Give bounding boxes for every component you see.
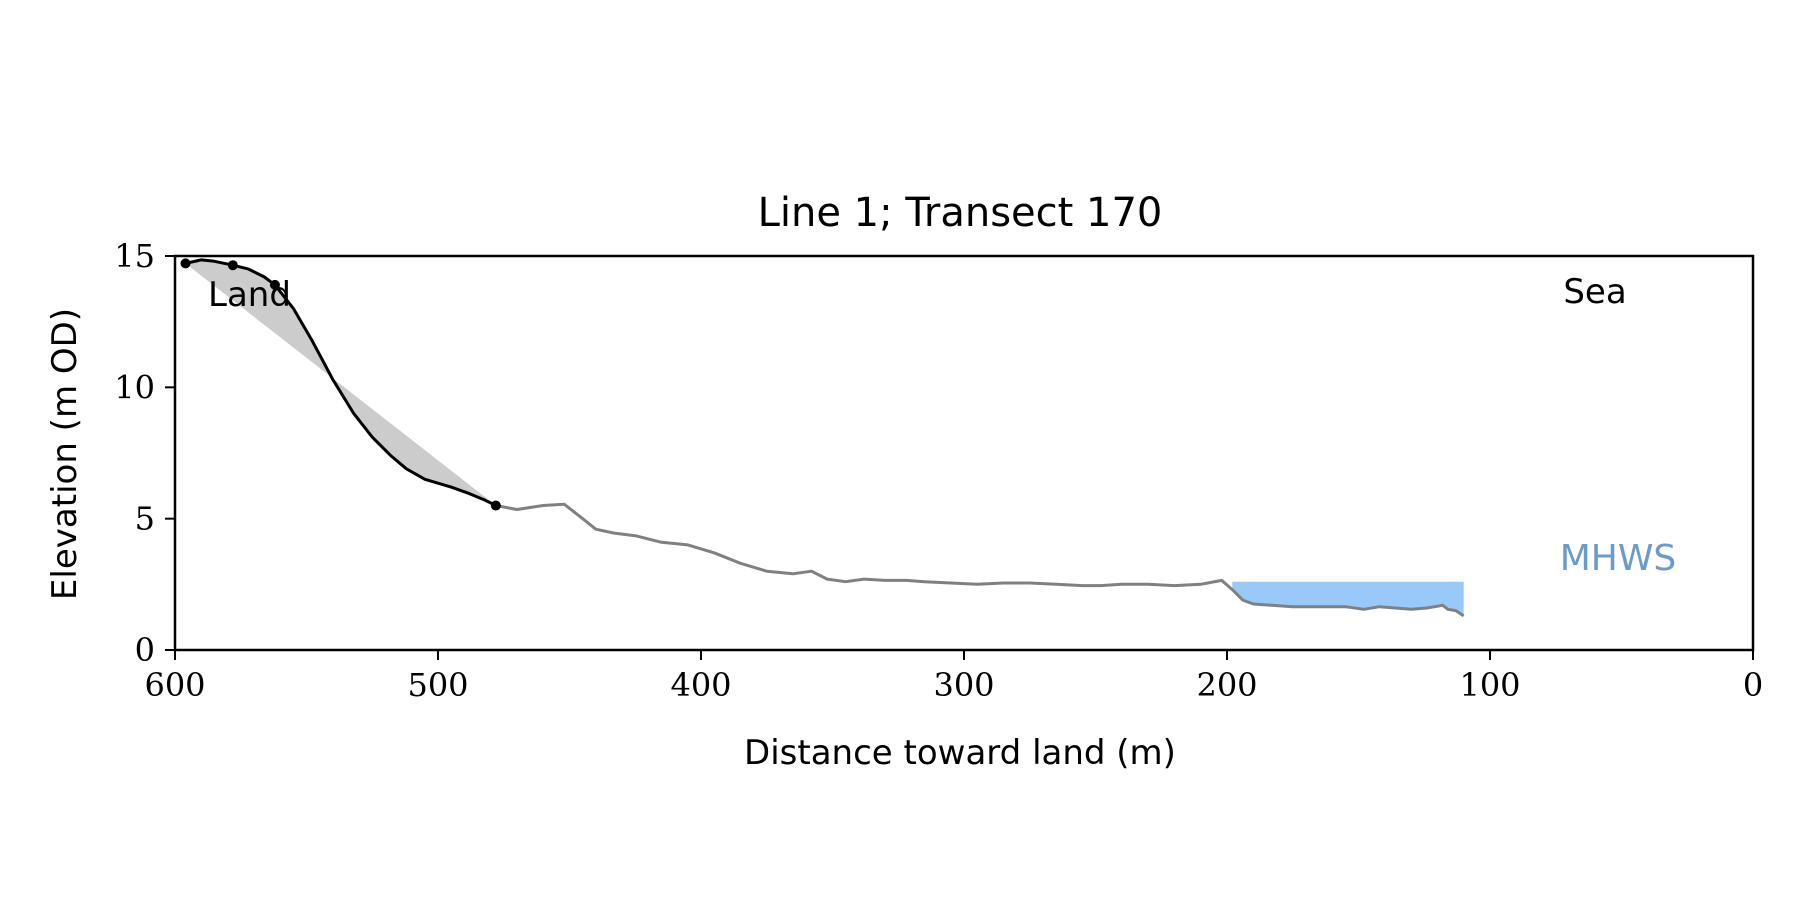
cliff-marker-3 (490, 500, 501, 511)
cliff-area-fill (185, 259, 496, 506)
y-tick-label-0: 0 (135, 631, 155, 669)
annotation-land: Land (208, 275, 291, 315)
x-tick-label-100: 100 (1459, 666, 1520, 704)
annotation-sea: Sea (1563, 272, 1626, 312)
y-axis-label: Elevation (m OD) (45, 308, 85, 600)
cliff-marker-1 (227, 260, 238, 271)
y-tick-label-10: 10 (114, 368, 155, 406)
cliff-marker-0 (180, 258, 191, 269)
x-tick-label-200: 200 (1196, 666, 1257, 704)
water-fill (1232, 581, 1464, 616)
plot-area: 600 500 400 300 200 100 0 0 5 10 15 (114, 237, 1763, 704)
x-tick-label-500: 500 (407, 666, 468, 704)
y-tick-label-5: 5 (135, 500, 155, 538)
chart-title: Line 1; Transect 170 (758, 190, 1163, 236)
x-tick-label-400: 400 (670, 666, 731, 704)
x-tick-label-300: 300 (933, 666, 994, 704)
x-tick-label-600: 600 (144, 666, 205, 704)
annotation-mhws: MHWS (1560, 538, 1677, 579)
y-tick-label-15: 15 (114, 237, 155, 275)
cliff-marker-2 (269, 279, 280, 290)
x-axis-label: Distance toward land (m) (744, 733, 1176, 773)
x-tick-label-0: 0 (1743, 666, 1763, 704)
profile-line (495, 502, 1465, 618)
